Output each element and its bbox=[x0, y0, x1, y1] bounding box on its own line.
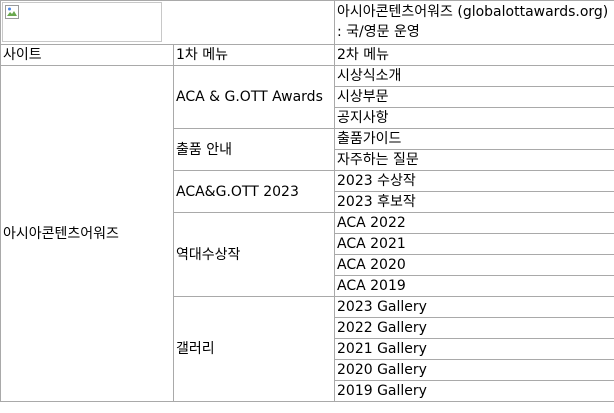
broken-image-icon bbox=[5, 5, 19, 19]
primary-menu-item: 역대수상작 bbox=[173, 212, 335, 297]
site-name: 아시아콘텐츠어워즈 bbox=[0, 65, 174, 402]
secondary-menu-item: 자주하는 질문 bbox=[334, 149, 614, 171]
secondary-menu-item: 2020 Gallery bbox=[334, 359, 614, 381]
sitemap-table: 아시아콘텐츠어워즈 (globalottawards.org) : 국/영문 운… bbox=[0, 0, 614, 402]
page-title: 아시아콘텐츠어워즈 (globalottawards.org) : 국/영문 운… bbox=[334, 0, 614, 45]
column-header: 사이트 bbox=[0, 44, 174, 66]
primary-menu-item: ACA & G.OTT Awards bbox=[173, 65, 335, 129]
table-row: ACA&G.OTT 2023 2023 수상작 bbox=[1, 170, 614, 213]
secondary-menu-item: 2023 후보작 bbox=[334, 191, 614, 213]
primary-menu-item: 출품 안내 bbox=[173, 128, 335, 171]
secondary-menu-item: 시상식소개 bbox=[334, 65, 614, 87]
primary-menu-item: ACA&G.OTT 2023 bbox=[173, 170, 335, 213]
secondary-menu-item: ACA 2020 bbox=[334, 254, 614, 276]
table-row: 2019 Gallery bbox=[1, 380, 614, 402]
secondary-menu-item: 2022 Gallery bbox=[334, 317, 614, 339]
secondary-menu-item: 2019 Gallery bbox=[334, 380, 614, 402]
logo-image bbox=[2, 2, 162, 42]
secondary-menu-item: 시상부문 bbox=[334, 86, 614, 108]
secondary-menu-item: 2023 수상작 bbox=[334, 170, 614, 192]
table-row: ACA 2020 bbox=[1, 254, 614, 276]
table-row: 아시아콘텐츠어워즈 ACA & G.OTT Awards 시상식소개 bbox=[0, 65, 614, 402]
primary-menu-item: 갤러리 bbox=[173, 296, 335, 402]
secondary-menu-item: ACA 2021 bbox=[334, 233, 614, 255]
secondary-menu-item: 공지사항 bbox=[334, 107, 614, 129]
secondary-menu-item: 출품가이드 bbox=[334, 128, 614, 150]
logo-cell bbox=[0, 0, 335, 45]
column-header: 1차 메뉴 bbox=[173, 44, 335, 66]
table-row: 역대수상작 ACA 2022 bbox=[1, 212, 614, 297]
column-header: 2차 메뉴 bbox=[334, 44, 614, 66]
column-header-row: 사이트 1차 메뉴 2차 메뉴 bbox=[0, 44, 614, 66]
secondary-menu-item: 2021 Gallery bbox=[334, 338, 614, 360]
secondary-menu-item: ACA 2019 bbox=[334, 275, 614, 297]
header-row: 아시아콘텐츠어워즈 (globalottawards.org) : 국/영문 운… bbox=[0, 0, 614, 45]
secondary-menu-item: 2023 Gallery bbox=[334, 296, 614, 318]
secondary-menu-item: ACA 2022 bbox=[334, 212, 614, 234]
table-row: 시상부문 bbox=[1, 86, 614, 108]
